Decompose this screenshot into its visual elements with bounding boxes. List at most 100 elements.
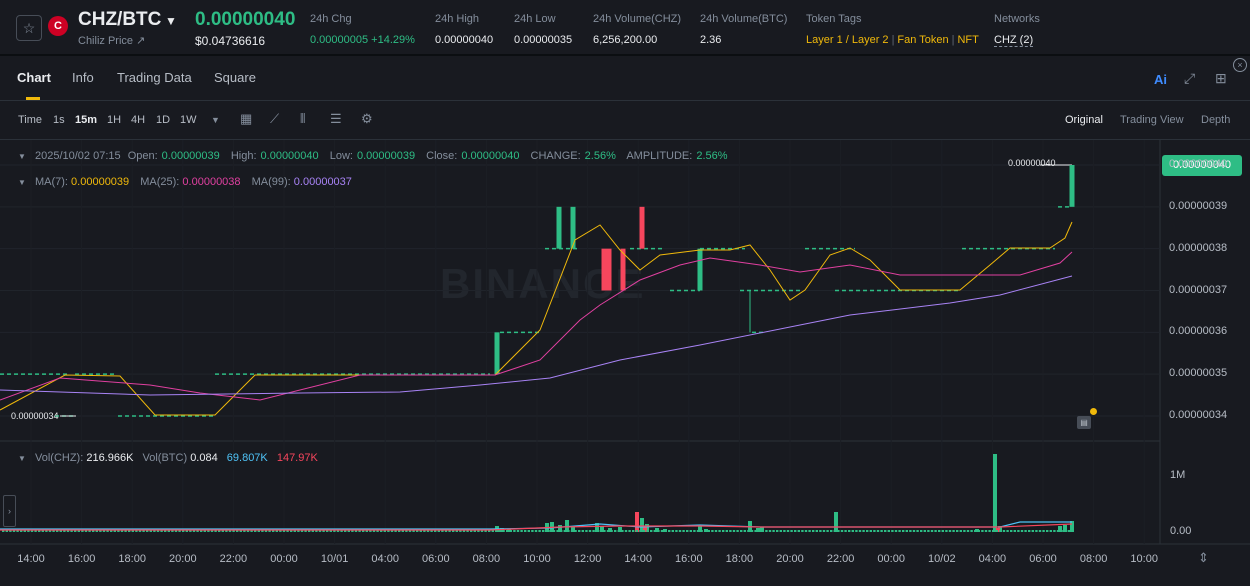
volume-bar: [1031, 530, 1034, 532]
tf-1d[interactable]: 1D: [156, 114, 171, 126]
tf-1w[interactable]: 1W: [180, 114, 197, 126]
volume-bar: [596, 530, 599, 532]
volume-bar: [671, 530, 674, 532]
volume-bar: [63, 530, 66, 532]
tf-4h[interactable]: 4H: [131, 114, 146, 126]
timeframe-dropdown-icon[interactable]: ▼: [211, 115, 220, 125]
volume-bar: [959, 530, 962, 532]
tf-time[interactable]: Time: [18, 114, 43, 126]
volume-bar: [1042, 530, 1045, 532]
candle-date: 2025/10/02 07:15: [34, 150, 121, 162]
coin-price-link[interactable]: Chiliz Price ↗: [78, 35, 146, 47]
price-axis-tick: 0.00000039: [1169, 199, 1228, 212]
volume-bar: [416, 530, 419, 532]
price-axis-tick: 0.00000037: [1169, 283, 1228, 296]
volume-bar: [225, 530, 228, 532]
stat-24h-high-label: 24h High: [435, 13, 480, 25]
sidebar-toggle-icon[interactable]: ›: [3, 495, 16, 527]
volume-bar: [1028, 530, 1031, 532]
tf-1s[interactable]: 1s: [53, 114, 65, 126]
pair-symbol[interactable]: CHZ/BTC: [78, 9, 162, 30]
volume-bar: [808, 530, 811, 532]
volume-bar: [261, 530, 264, 532]
volume-bar: [218, 530, 221, 532]
time-axis-tick: 04:00: [978, 553, 1007, 565]
tab-square[interactable]: Square: [214, 70, 256, 85]
tag-fan-token[interactable]: Fan Token: [897, 34, 949, 46]
volume-bar: [437, 530, 440, 532]
volume-bar: [558, 525, 562, 532]
volume-bar: [257, 530, 260, 532]
alert-icon[interactable]: ▤: [1077, 416, 1091, 429]
volume-bar: [678, 530, 682, 532]
volume-bar: [1046, 530, 1049, 532]
volume-bar: [758, 530, 761, 532]
volume-collapse-icon[interactable]: ▼: [18, 454, 26, 463]
view-depth[interactable]: Depth: [1201, 114, 1231, 126]
volume-bar: [182, 530, 185, 532]
chart-settings-icon[interactable]: ☰: [330, 111, 342, 126]
volume-bar: [246, 530, 250, 532]
volume-bar: [768, 530, 772, 532]
pair-dropdown-icon[interactable]: ▼: [165, 14, 177, 28]
volume-bar: [682, 530, 685, 532]
volume-bar: [855, 530, 858, 532]
candlestick-chart[interactable]: [0, 140, 1250, 545]
ma7-label: MA(7):: [34, 176, 68, 188]
volume-bar: [945, 530, 948, 532]
tag-layer[interactable]: Layer 1 / Layer 2: [806, 34, 889, 46]
volume-bar: [1071, 530, 1074, 532]
volume-bar: [344, 530, 347, 532]
time-axis-tick: 18:00: [725, 553, 754, 565]
volume-bar: [588, 530, 592, 532]
volume-bar: [254, 530, 257, 532]
favorite-star-icon[interactable]: ☆: [16, 15, 42, 41]
volume-bar: [459, 530, 462, 532]
volume-axis-1m: 1M: [1170, 469, 1186, 481]
view-trading-view[interactable]: Trading View: [1120, 114, 1184, 126]
tag-nft[interactable]: NFT: [957, 34, 979, 46]
tab-trading-data[interactable]: Trading Data: [117, 70, 192, 85]
volume-bar: [509, 530, 512, 532]
ma-collapse-icon[interactable]: ▼: [18, 178, 26, 187]
tab-chart[interactable]: Chart: [17, 70, 51, 85]
tf-15m[interactable]: 15m: [75, 114, 98, 126]
ai-icon[interactable]: Ai: [1154, 72, 1167, 87]
calendar-icon[interactable]: ▦: [240, 111, 253, 126]
volume-bar: [747, 530, 750, 532]
volume-bar: [538, 530, 541, 532]
volume-bar: [146, 530, 149, 532]
legend-collapse-icon[interactable]: ▼: [18, 152, 26, 161]
close-icon[interactable]: ×: [1233, 58, 1247, 72]
close-value: 0.00000040: [461, 150, 520, 162]
volume-bar: [358, 530, 361, 532]
usd-price: $0.04736616: [195, 34, 266, 48]
volume-bar: [610, 530, 613, 532]
candle: [620, 248, 626, 291]
volume-bar: [70, 530, 73, 532]
volume-bar: [272, 530, 275, 532]
volume-bar: [412, 530, 415, 532]
volume-bar: [473, 530, 476, 532]
layout-grid-icon[interactable]: ⊞: [1215, 70, 1227, 86]
volume-bar: [207, 530, 210, 532]
auto-fit-icon[interactable]: ⇕: [1198, 550, 1209, 565]
volume-bar: [1056, 530, 1060, 532]
volume-bar: [282, 530, 286, 532]
volume-bar: [934, 530, 937, 532]
networks-value[interactable]: CHZ (2): [994, 34, 1034, 47]
tab-info[interactable]: Info: [72, 70, 94, 85]
low-marker-label: 0.00000034: [11, 411, 59, 421]
volume-bar: [45, 530, 48, 532]
volume-bar: [624, 530, 628, 532]
expand-icon[interactable]: ⤢: [1184, 70, 1196, 86]
volume-bar: [318, 530, 322, 532]
volume-bar: [189, 530, 192, 532]
view-original[interactable]: Original: [1065, 114, 1103, 126]
gear-icon[interactable]: ⚙: [361, 111, 373, 126]
indicator-icon[interactable]: ⟋: [270, 111, 280, 126]
candle-type-icon[interactable]: ⫴: [300, 111, 306, 126]
tf-1h[interactable]: 1H: [107, 114, 122, 126]
volume-bar: [804, 530, 808, 532]
volume-bar: [81, 530, 84, 532]
